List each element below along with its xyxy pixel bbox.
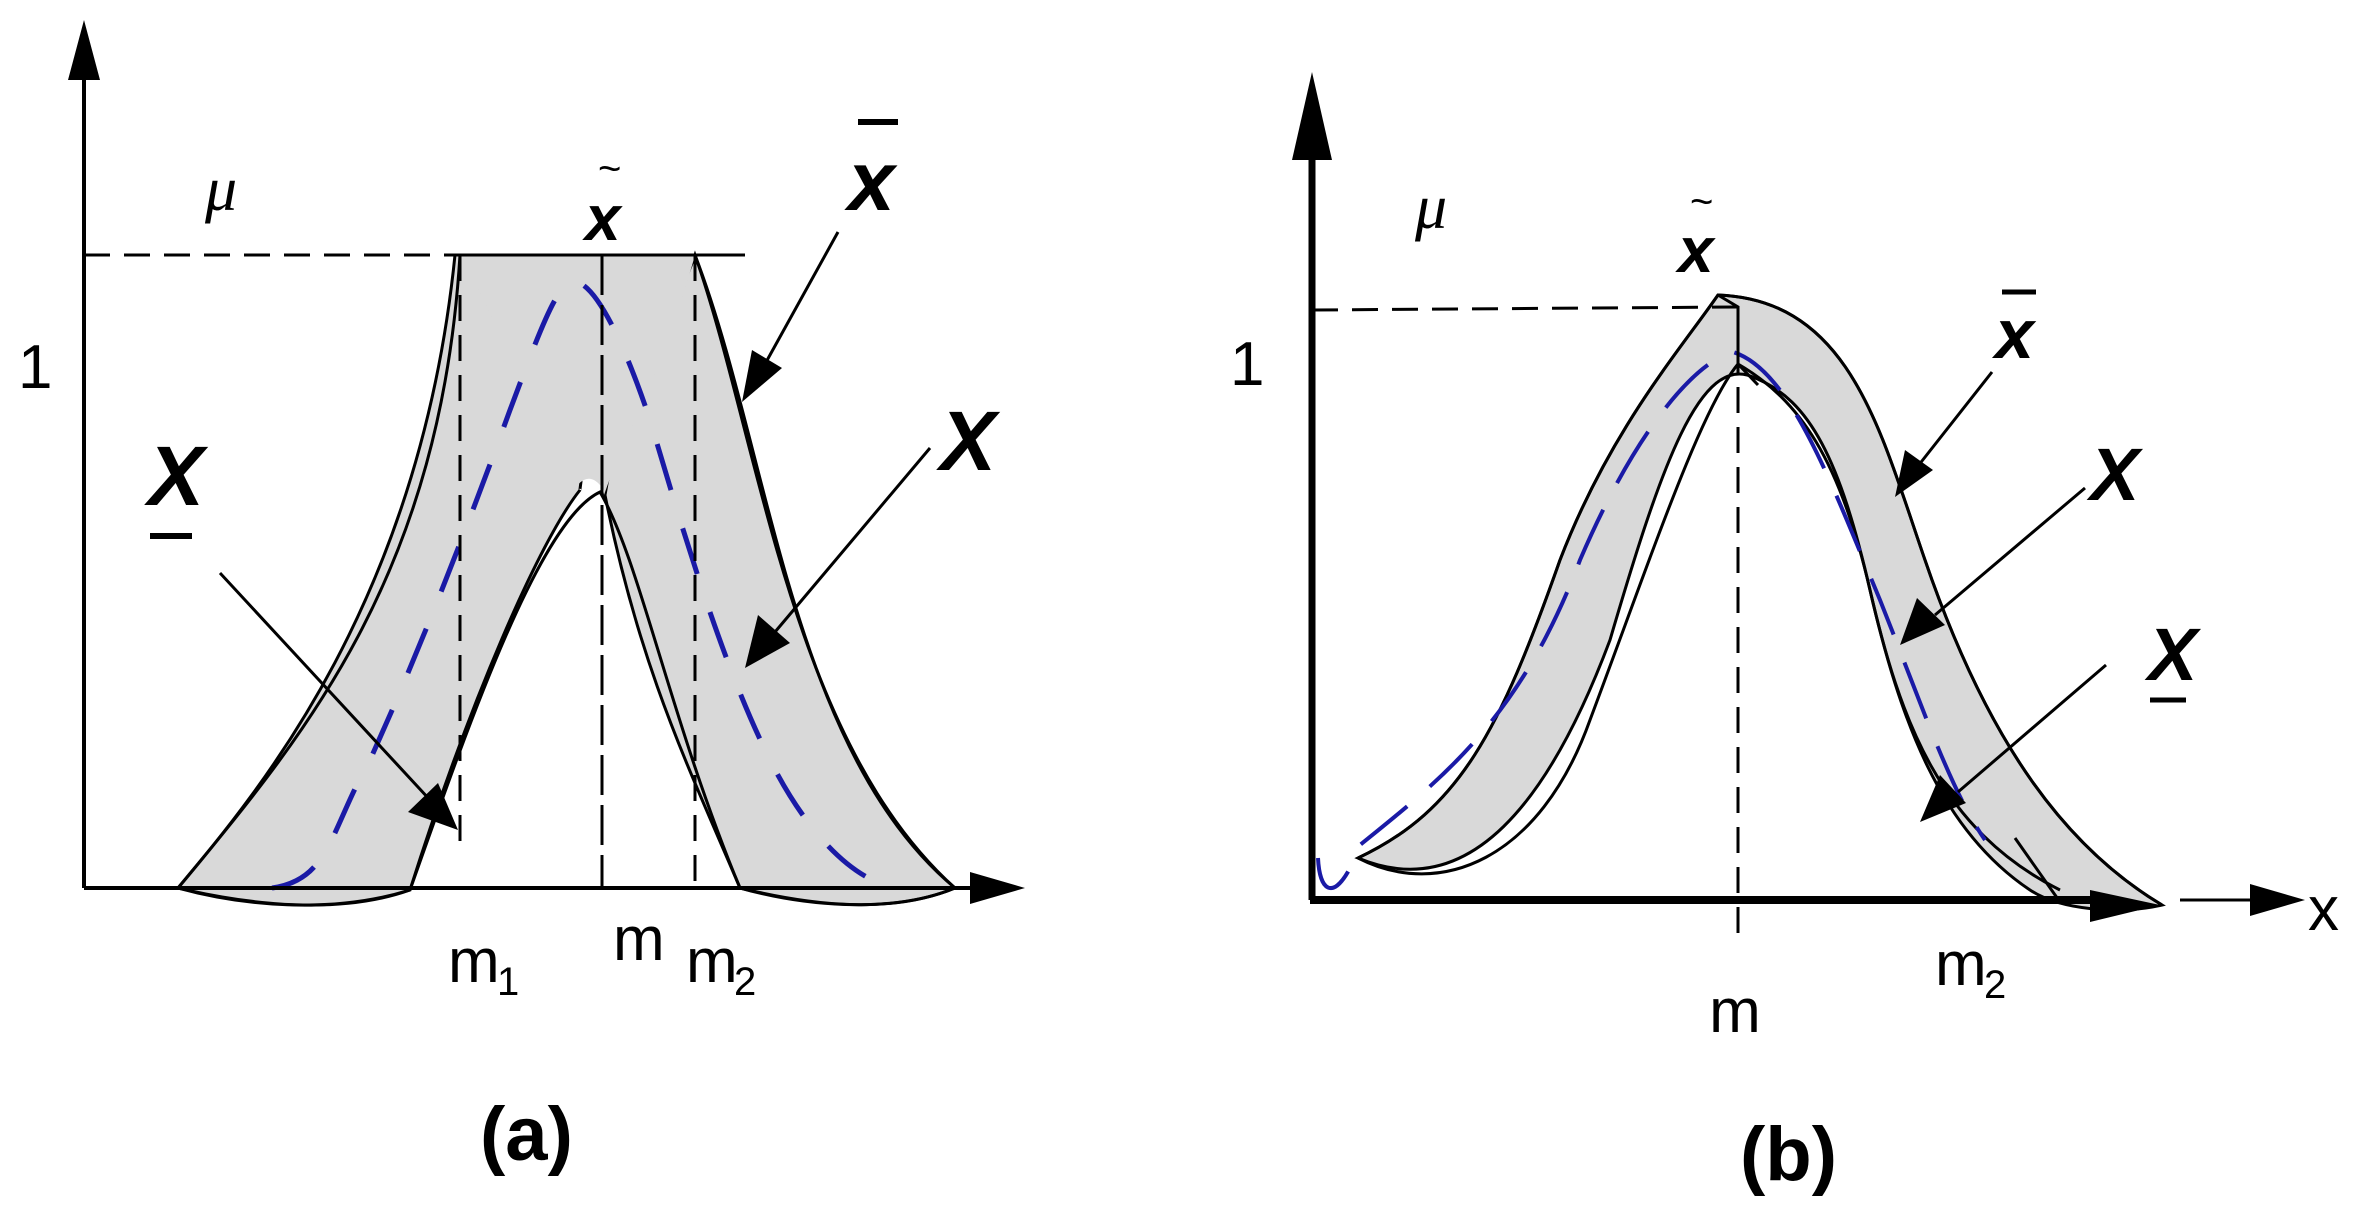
panel-a-tick-m2-sub: 2 bbox=[734, 960, 756, 1004]
panel-a-arrowhead-lower bbox=[408, 783, 458, 830]
panel-a-arrow-x bbox=[773, 447, 932, 633]
panel-a-tick-m: m bbox=[613, 905, 665, 974]
panel-a-arrowhead-x bbox=[745, 615, 790, 668]
panel-b-x-label: X bbox=[2086, 433, 2144, 516]
panel-b-tick-m2-main: m bbox=[1935, 930, 1987, 999]
panel-b-tick-m: m bbox=[1709, 977, 1761, 1046]
panel-b-arrow-x bbox=[1934, 486, 2086, 617]
panel-a-tick-m1-main: m bbox=[448, 927, 500, 996]
panel-a: μ 1 x ~ x X X m 1 m m 2 (a) bbox=[18, 20, 1025, 1177]
panel-b-lower-x-label: X bbox=[2144, 613, 2202, 703]
panel-a-upper-mf-left bbox=[176, 254, 462, 889]
panel-b-lower-x-text: X bbox=[2144, 613, 2202, 696]
panel-b-tick-m2-sub: 2 bbox=[1984, 963, 2006, 1007]
panel-a-upper-x-text: x bbox=[844, 134, 898, 228]
panel-b-arrowhead-lower bbox=[1920, 775, 1966, 822]
panel-a-upper-x-label: x bbox=[844, 119, 898, 228]
panel-a-tick-m1-sub: 1 bbox=[497, 960, 519, 1004]
panel-b-x-arrowhead bbox=[2250, 884, 2305, 916]
panel-a-upper-mf-right bbox=[693, 254, 956, 890]
panel-a-caption: (a) bbox=[480, 1092, 573, 1177]
panel-a-tilde-x-text: x bbox=[582, 182, 623, 254]
panel-a-arrow-lower bbox=[218, 571, 432, 802]
panel-a-x-label: X bbox=[936, 394, 1001, 488]
panel-b-right-tail bbox=[2013, 837, 2062, 903]
panel-b-arrow-upper bbox=[1916, 371, 1994, 467]
panel-a-mu-label: μ bbox=[204, 153, 237, 224]
panel-b-x-axis-label: x bbox=[2308, 875, 2339, 944]
panel-b-arrow-lower bbox=[1957, 663, 2107, 794]
panel-a-tick-one: 1 bbox=[18, 333, 52, 402]
panel-b-x-arrowhead-inner bbox=[2090, 890, 2160, 922]
panel-a-arrow-upper bbox=[763, 231, 840, 365]
panel-b: μ 1 x ~ x X X m m 2 x (b) bbox=[1230, 72, 2339, 1197]
panel-b-tilde-mark: ~ bbox=[1690, 180, 1713, 224]
panel-b-tilde-x-label: x ~ bbox=[1675, 180, 1716, 286]
panel-a-x-arrowhead bbox=[970, 872, 1025, 904]
panel-b-upper-x-text: x bbox=[1991, 295, 2037, 373]
panel-b-arrowhead-x bbox=[1900, 598, 1945, 645]
panel-b-arrowhead-upper bbox=[1895, 450, 1933, 497]
panel-b-tick-m2: m 2 bbox=[1935, 930, 2006, 1007]
panel-a-lower-x-text: X bbox=[144, 429, 209, 523]
panel-a-lower-x-label: X bbox=[144, 429, 209, 539]
panel-b-mu-label: μ bbox=[1414, 171, 1447, 242]
panel-b-embedded-mf bbox=[1316, 349, 1987, 890]
panel-a-tilde-x-label: x ~ bbox=[582, 147, 623, 254]
panel-a-tilde-mark: ~ bbox=[598, 147, 621, 191]
panel-a-y-arrowhead bbox=[68, 20, 100, 80]
panel-a-tick-m2-main: m bbox=[686, 927, 738, 996]
panel-a-lower-lobe-right bbox=[739, 886, 956, 907]
panel-a-lower-lobe-left bbox=[177, 886, 411, 907]
panel-b-tick-one: 1 bbox=[1230, 330, 1264, 399]
panel-a-footprint-cap bbox=[460, 255, 695, 495]
panel-b-footprint bbox=[1354, 293, 2166, 912]
panel-b-upper-mf bbox=[1357, 293, 2163, 907]
panel-a-arrowhead-upper bbox=[742, 350, 782, 402]
panel-b-caption: (b) bbox=[1740, 1112, 1837, 1197]
panel-a-tick-m1: m 1 bbox=[448, 927, 519, 1004]
panel-b-y-arrowhead bbox=[1292, 72, 1332, 160]
panel-a-lower-mf bbox=[408, 490, 742, 891]
panel-b-upper-x-label: x bbox=[1991, 289, 2037, 373]
panel-b-height-dashline bbox=[1311, 305, 1739, 312]
panel-b-peak-diag bbox=[1736, 362, 1760, 387]
panel-b-tilde-x-text: x bbox=[1675, 214, 1716, 286]
panel-a-tick-m2: m 2 bbox=[686, 927, 756, 1004]
